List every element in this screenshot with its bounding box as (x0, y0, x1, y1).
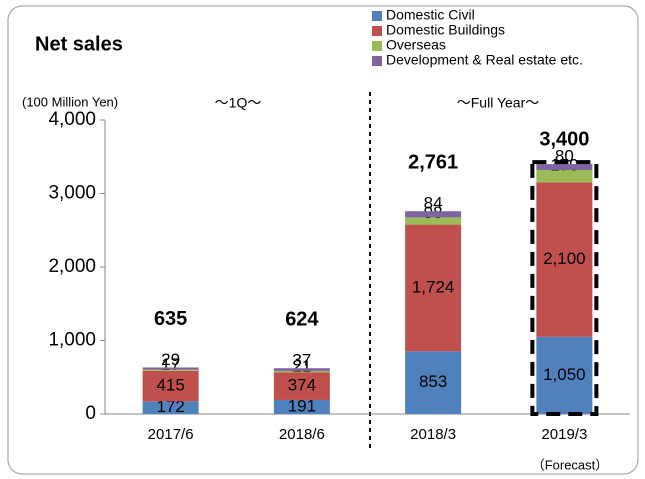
legend-label: Domestic Buildings (386, 22, 505, 38)
data-label: 191 (288, 396, 316, 415)
y-axis-label: (100 Million Yen) (22, 94, 118, 109)
y-tick-label: 3,000 (48, 183, 96, 204)
y-tick-label: 1,000 (48, 330, 96, 351)
y-tick-label: 2,000 (48, 256, 96, 277)
data-label: 1,050 (543, 365, 586, 384)
legend-label: Development & Real estate etc. (386, 52, 583, 68)
data-label: 29 (161, 350, 180, 369)
bar-segment (536, 164, 593, 170)
legend-label: Overseas (386, 37, 446, 53)
bar-segment (142, 369, 199, 371)
legend-swatch (372, 41, 382, 51)
data-label: 415 (156, 376, 184, 395)
legend-swatch (372, 11, 382, 21)
data-label: 2,100 (543, 249, 586, 268)
bar-segment (273, 399, 330, 414)
bar-segment (536, 182, 593, 337)
data-label: 853 (419, 372, 447, 391)
bar-segment (273, 368, 330, 371)
bar-segment (273, 370, 330, 373)
bar-segment (142, 370, 199, 402)
x-tick-label: 2018/3 (410, 426, 456, 443)
bar-segment (405, 224, 462, 352)
data-label: 84 (424, 194, 443, 213)
legend-swatch (372, 56, 382, 66)
total-label: 3,400 (539, 128, 589, 150)
legend-label: Domestic Civil (386, 7, 475, 23)
total-label: 624 (285, 308, 319, 330)
data-label: 37 (292, 351, 311, 370)
annotation: ～1Q～ (215, 95, 262, 111)
bar-segment (142, 401, 199, 414)
data-label: 172 (156, 397, 184, 416)
bar-segment (405, 351, 462, 414)
bar-segment (273, 372, 330, 400)
annotation: （Forecast） (532, 457, 609, 472)
x-tick-label: 2019/3 (541, 426, 587, 443)
forecast-box (530, 160, 599, 416)
legend-swatch (372, 26, 382, 36)
annotation: ～Full Year～ (457, 95, 539, 111)
x-tick-label: 2018/6 (279, 426, 325, 443)
total-label: 2,761 (408, 151, 458, 173)
bar-segment (142, 367, 199, 370)
y-tick-label: 0 (85, 403, 96, 424)
bar-segment (405, 211, 462, 218)
bar-segment (536, 336, 593, 414)
total-label: 635 (154, 308, 187, 330)
x-tick-label: 2017/6 (148, 426, 194, 443)
bar-segment (405, 217, 462, 225)
data-label: 1,724 (412, 277, 455, 296)
frame (7, 5, 639, 475)
bar-segment (536, 169, 593, 183)
chart-title: Net sales (35, 33, 123, 55)
data-label: 374 (288, 376, 316, 395)
y-tick-label: 4,000 (48, 109, 96, 130)
